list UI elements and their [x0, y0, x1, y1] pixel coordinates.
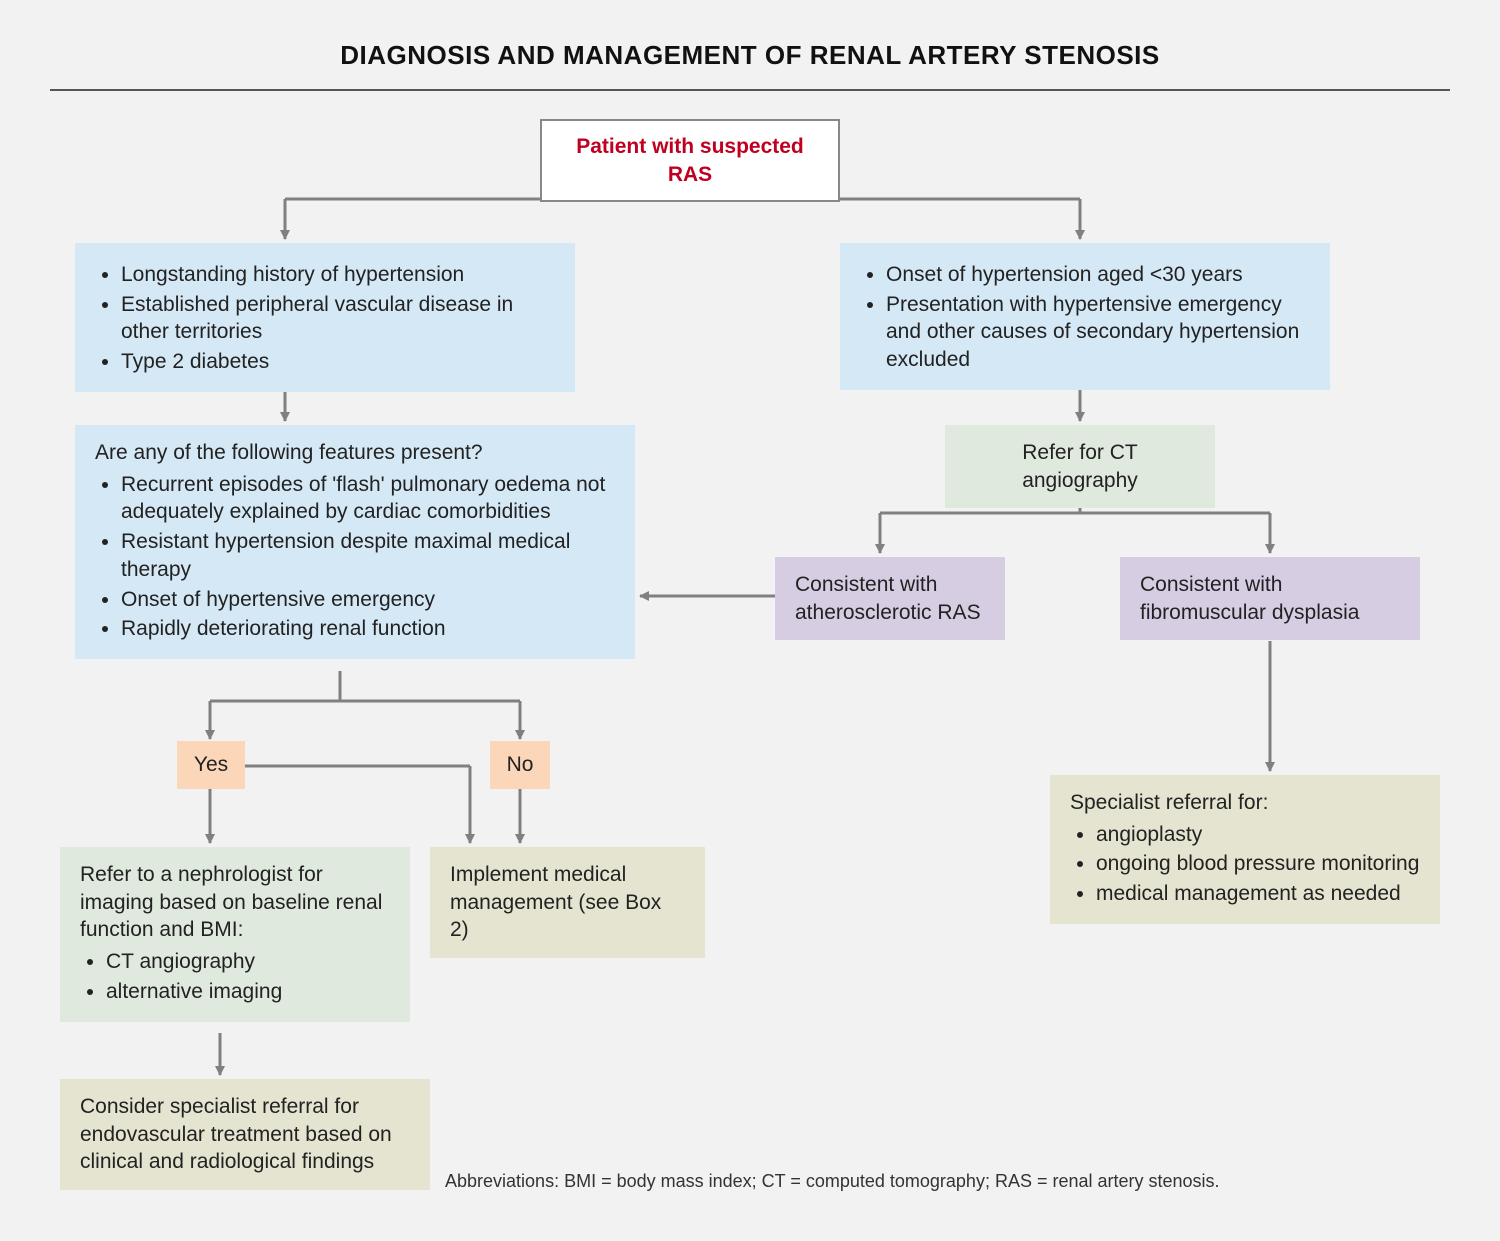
- list-item: CT angiography: [106, 948, 390, 976]
- flowchart-canvas: Patient with suspected RAS Longstanding …: [50, 91, 1450, 1201]
- list-item: medical management as needed: [1096, 880, 1420, 908]
- list-item: Type 2 diabetes: [121, 348, 555, 376]
- node-left-clinical: Longstanding history of hypertension Est…: [75, 243, 575, 392]
- node-consider-endovascular: Consider specialist referral for endovas…: [60, 1079, 430, 1190]
- node-specialist-fmd: Specialist referral for: angioplasty ong…: [1050, 775, 1440, 924]
- list-item: Onset of hypertension aged <30 years: [886, 261, 1310, 289]
- node-start: Patient with suspected RAS: [540, 119, 840, 202]
- list-item: Resistant hypertension despite maximal m…: [121, 528, 615, 583]
- features-lead: Are any of the following features presen…: [95, 439, 615, 467]
- list-item: Onset of hypertensive emergency: [121, 586, 615, 614]
- node-fibromuscular-dysplasia: Consistent with fibromuscular dysplasia: [1120, 557, 1420, 640]
- abbreviations: Abbreviations: BMI = body mass index; CT…: [445, 1171, 1220, 1192]
- page: DIAGNOSIS AND MANAGEMENT OF RENAL ARTERY…: [0, 0, 1500, 1241]
- specialist-lead: Specialist referral for:: [1070, 789, 1420, 817]
- node-yes: Yes: [177, 741, 245, 789]
- list-item: angioplasty: [1096, 821, 1420, 849]
- node-ct-angiography: Refer for CT angiography: [945, 425, 1215, 508]
- specialist-list: angioplasty ongoing blood pressure monit…: [1070, 821, 1420, 908]
- page-title: DIAGNOSIS AND MANAGEMENT OF RENAL ARTERY…: [50, 40, 1450, 71]
- features-list: Recurrent episodes of 'flash' pulmonary …: [95, 471, 615, 643]
- list-item: Longstanding history of hypertension: [121, 261, 555, 289]
- list-item: alternative imaging: [106, 978, 390, 1006]
- node-atherosclerotic-ras: Consistent with atherosclerotic RAS: [775, 557, 1005, 640]
- nephrologist-lead: Refer to a nephrologist for imaging base…: [80, 861, 390, 944]
- nephrologist-list: CT angiography alternative imaging: [80, 948, 390, 1005]
- left-clinical-list: Longstanding history of hypertension Est…: [95, 261, 555, 376]
- list-item: Established peripheral vascular disease …: [121, 291, 555, 346]
- node-implement-medical: Implement medical management (see Box 2): [430, 847, 705, 958]
- list-item: Rapidly deteriorating renal function: [121, 615, 615, 643]
- node-features-question: Are any of the following features presen…: [75, 425, 635, 659]
- right-clinical-list: Onset of hypertension aged <30 years Pre…: [860, 261, 1310, 374]
- list-item: Recurrent episodes of 'flash' pulmonary …: [121, 471, 615, 526]
- list-item: ongoing blood pressure monitoring: [1096, 850, 1420, 878]
- node-no: No: [490, 741, 550, 789]
- list-item: Presentation with hypertensive emergency…: [886, 291, 1310, 374]
- node-refer-nephrologist: Refer to a nephrologist for imaging base…: [60, 847, 410, 1022]
- node-right-clinical: Onset of hypertension aged <30 years Pre…: [840, 243, 1330, 390]
